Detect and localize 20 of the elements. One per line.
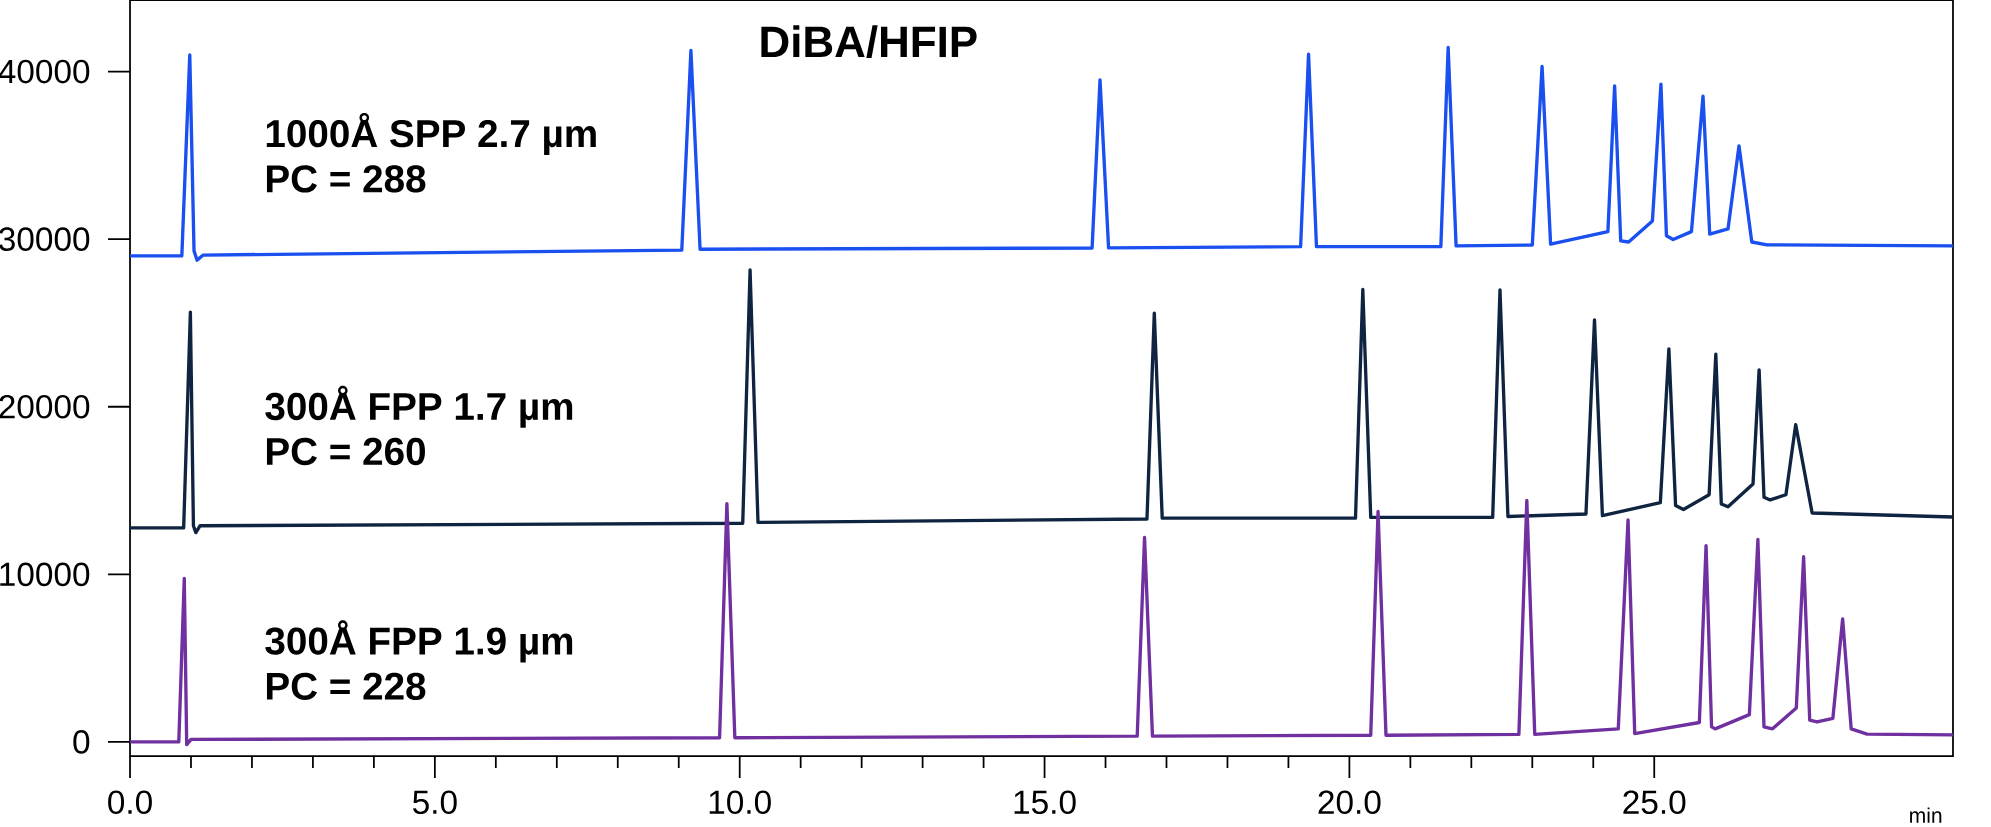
x-tick-label: 15.0 [1014,790,1076,815]
x-tick-label: 5.0 [412,790,457,815]
annotation: PC = 260 [266,437,425,466]
series-label: 300Å FPP 1.7 µm [265,385,573,428]
series-label: 1000Å SPP 2.7 µm [266,112,596,155]
annotation: PC = 288 [266,165,426,193]
y-tick-label: 30000 [0,227,90,251]
y-tick-label: 10000 [0,562,90,587]
y-tick-label: 20000 [0,394,90,419]
line-series [130,498,1953,747]
x-axis-title: min [1910,807,1942,823]
series-label: 300Å FPP 1.9 µm [265,620,573,663]
x-tick-label: 20.0 [1318,790,1381,815]
x-tick-label: 10.0 [709,790,771,815]
line-series [130,268,1953,535]
x-tick-label: 0.0 [108,790,152,815]
y-tick-label: 0 [73,730,90,754]
x-tick-label: 25.0 [1623,790,1686,815]
annotation: PC = 228 [266,672,426,700]
chart-title: DiBA/HFIP [761,25,977,58]
